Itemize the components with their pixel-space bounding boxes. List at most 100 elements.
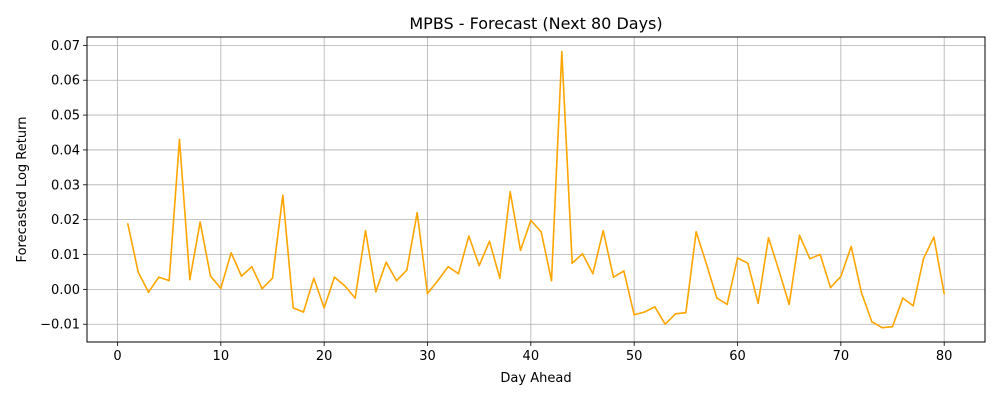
data-point <box>902 297 904 299</box>
data-point <box>447 265 449 268</box>
data-point <box>302 311 305 313</box>
data-point <box>127 223 129 225</box>
data-point <box>364 230 367 232</box>
grid <box>87 37 985 342</box>
y-tick-label: −0.01 <box>40 318 80 333</box>
y-tick-label: 0.07 <box>51 39 80 54</box>
data-point <box>478 264 480 267</box>
series-line <box>127 50 945 329</box>
data-point <box>519 249 522 252</box>
data-point <box>571 262 573 265</box>
data-point <box>943 293 945 295</box>
data-point <box>189 278 191 281</box>
x-axis-label: Day Ahead <box>500 371 571 386</box>
data-point <box>437 279 439 282</box>
data-point <box>922 257 925 260</box>
data-point <box>788 303 790 306</box>
data-point <box>137 271 139 273</box>
data-point <box>685 311 687 314</box>
data-point <box>209 275 212 277</box>
data-point <box>499 277 501 280</box>
plot-frame <box>86 36 986 343</box>
data-point <box>602 230 604 232</box>
y-tick-label: 0.03 <box>51 178 80 193</box>
data-point <box>933 236 935 238</box>
data-point <box>426 292 429 295</box>
data-point <box>230 251 232 254</box>
data-point <box>468 235 470 237</box>
data-point <box>633 314 635 316</box>
data-point <box>416 211 418 214</box>
data-point <box>292 307 294 309</box>
data-point <box>592 272 594 275</box>
data-point <box>251 265 253 268</box>
data-point <box>261 287 263 290</box>
data-point <box>199 221 201 223</box>
data-point <box>809 257 811 260</box>
data-point <box>726 303 728 306</box>
data-point <box>561 50 563 53</box>
data-point <box>871 320 873 323</box>
data-point <box>736 257 739 259</box>
x-tick-label: 0 <box>113 349 121 364</box>
y-tick-label: 0.05 <box>51 109 80 124</box>
data-point <box>147 291 150 293</box>
data-point <box>354 297 356 299</box>
data-point <box>158 276 160 278</box>
data-point <box>840 275 842 278</box>
data-point <box>344 285 346 287</box>
x-tick-label: 70 <box>833 349 850 364</box>
y-tick-label: 0.01 <box>51 248 80 263</box>
data-point <box>912 304 914 307</box>
data-point <box>540 231 542 233</box>
data-point <box>550 279 553 282</box>
data-point <box>891 325 894 328</box>
data-point <box>643 311 646 313</box>
data-point <box>757 302 759 305</box>
data-point <box>623 270 625 272</box>
x-tick-label: 10 <box>213 349 230 364</box>
data-point <box>695 231 697 233</box>
data-point <box>654 305 656 308</box>
data-point <box>860 292 863 294</box>
data-point <box>333 276 336 278</box>
data-point <box>716 297 718 299</box>
data-point <box>385 261 387 263</box>
data-point <box>829 286 832 289</box>
data-point <box>881 326 883 329</box>
data-point <box>612 276 615 278</box>
data-point <box>850 245 852 248</box>
series-layer <box>127 50 945 329</box>
data-point <box>282 194 284 197</box>
data-point <box>778 269 780 271</box>
data-point <box>798 234 801 237</box>
y-tick-label: 0.02 <box>51 213 80 228</box>
data-point <box>220 287 222 290</box>
chart-title: MPBS - Forecast (Next 80 Days) <box>409 14 662 33</box>
data-point <box>271 277 274 280</box>
data-point <box>395 279 398 282</box>
x-tick-label: 60 <box>729 349 746 364</box>
ticks: 0 10 20 30 40 50 60 70 80 −0.01 0.00 0.01 0.02 0.03 0.… <box>40 39 952 364</box>
data-point <box>581 253 584 255</box>
y-axis-label: Forecasted Log Return <box>15 117 30 263</box>
data-point <box>747 262 749 265</box>
x-tick-label: 50 <box>626 349 643 364</box>
data-point <box>488 240 491 243</box>
x-tick-label: 80 <box>936 349 953 364</box>
data-point <box>406 269 408 271</box>
data-point <box>509 190 511 193</box>
data-point <box>168 279 170 282</box>
y-tick-label: 0.04 <box>51 143 80 158</box>
x-tick-label: 40 <box>523 349 540 364</box>
data-point <box>323 307 325 309</box>
data-point <box>375 291 377 293</box>
data-point <box>705 263 708 266</box>
x-tick-label: 30 <box>419 349 436 364</box>
data-point <box>178 138 181 141</box>
data-point <box>457 272 460 275</box>
data-point <box>664 323 666 326</box>
x-tick-label: 20 <box>316 349 333 364</box>
